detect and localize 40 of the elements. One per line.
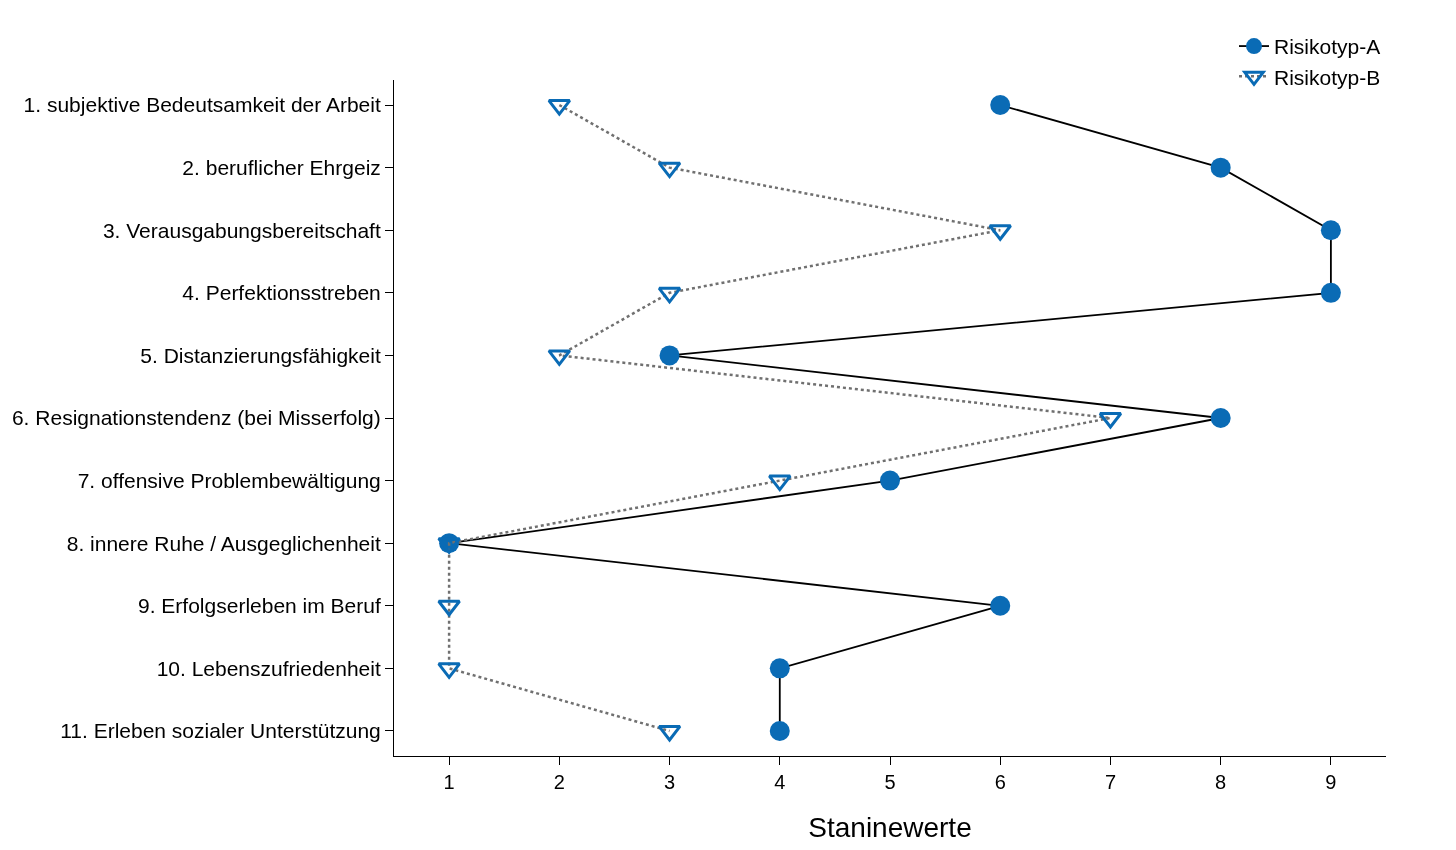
y-tick-label: 9. Erfolgserleben im Beruf <box>138 594 381 618</box>
point <box>1210 157 1231 178</box>
point <box>657 724 682 742</box>
point <box>1210 408 1231 428</box>
point <box>1320 282 1341 303</box>
y-tick-label: 2. beruflicher Ehrgeiz <box>182 155 381 179</box>
x-tick-label: 5 <box>884 771 896 793</box>
point <box>769 658 790 679</box>
x-axis-title: Staninewerte <box>808 812 972 844</box>
point <box>990 95 1011 116</box>
legend-label: Risikotyp-A <box>1274 35 1381 59</box>
x-tick-label: 2 <box>553 771 565 793</box>
y-tick-label: 11. Erleben sozialer Unterstützung <box>60 719 381 743</box>
y-tick-label: 1. subjektive Bedeutsamkeit der Arbeit <box>23 93 381 117</box>
y-tick-label: 5. Distanzierungsfähigkeit <box>140 343 381 367</box>
x-tick-label: 9 <box>1325 771 1337 793</box>
point <box>437 662 461 679</box>
x-tick-label: 4 <box>774 771 786 793</box>
x-tick-label: 3 <box>664 771 676 793</box>
point <box>1320 220 1341 241</box>
point <box>437 537 461 554</box>
legend-label: Risikotyp-B <box>1274 65 1381 89</box>
point <box>769 720 790 741</box>
y-tick-label: 7. offensive Problembewältigung <box>77 468 381 492</box>
y-tick-label: 6. Resignationstendenz (bei Misserfolg) <box>11 406 381 430</box>
point <box>437 599 461 617</box>
x-tick-label: 1 <box>443 771 455 793</box>
point <box>659 345 680 366</box>
point <box>657 286 682 304</box>
point <box>657 161 682 179</box>
y-tick-label: 4. Perfektionsstreben <box>182 281 381 305</box>
y-tick-label: 8. innere Ruhe / Ausgeglichenheit <box>66 531 381 555</box>
point <box>880 470 900 491</box>
point <box>767 474 792 492</box>
x-tick-label: 7 <box>1104 771 1116 793</box>
point <box>990 595 1011 616</box>
y-tick-label: 3. Verausgabungsbereitschaft <box>102 218 381 242</box>
y-tick-label: 10. Lebenszufriedenheit <box>156 656 381 680</box>
x-tick-label: 6 <box>994 771 1006 793</box>
x-tick-label: 8 <box>1215 771 1227 793</box>
